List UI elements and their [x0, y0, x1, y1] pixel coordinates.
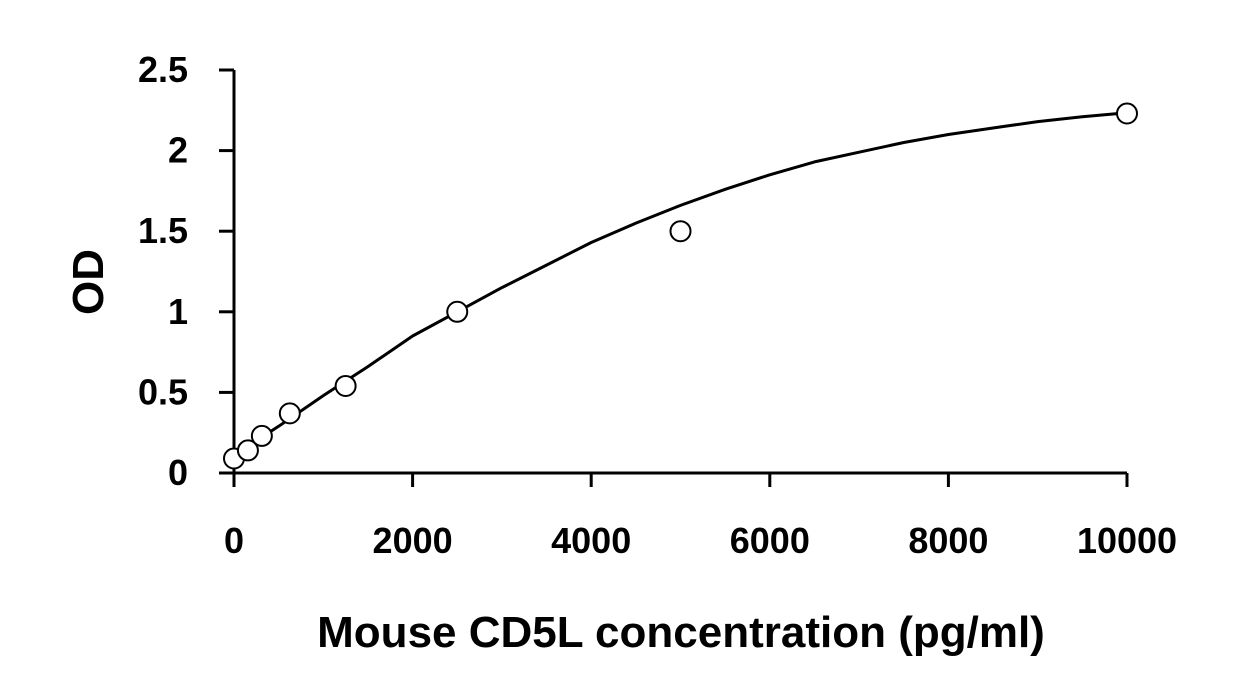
- data-point: [446, 300, 469, 323]
- fit-curve: [233, 111, 1128, 457]
- y-tick-label: 0: [168, 452, 188, 493]
- data-point: [1116, 102, 1138, 125]
- fit-curve-group: [233, 111, 1128, 457]
- y-tick-label: 0.5: [138, 371, 188, 412]
- y-tick-label: 2.5: [138, 49, 188, 90]
- axes: [219, 68, 1129, 487]
- x-tick-label: 6000: [730, 520, 810, 561]
- y-tick-label: 1.5: [138, 210, 188, 251]
- y-axis-title: OD: [64, 249, 113, 315]
- x-tick-label: 2000: [373, 520, 453, 561]
- x-tick-label: 10000: [1077, 520, 1177, 561]
- data-point: [334, 374, 357, 397]
- x-tick-label: 4000: [551, 520, 631, 561]
- y-tick-label: 2: [168, 130, 188, 171]
- y-tick-label: 1: [168, 291, 188, 332]
- data-point: [278, 402, 301, 425]
- x-tick-label: 8000: [908, 520, 988, 561]
- data-point: [250, 424, 273, 447]
- x-tick-label: 0: [224, 520, 244, 561]
- data-points: [223, 102, 1138, 470]
- data-point: [236, 439, 259, 462]
- tick-labels: 0 0.5 1 1.5 2 2.5 0 2000 4000 6000 8000 10000: [138, 49, 1177, 561]
- x-axis-title: Mouse CD5L concentration (pg/ml): [317, 608, 1045, 657]
- data-point: [669, 220, 692, 243]
